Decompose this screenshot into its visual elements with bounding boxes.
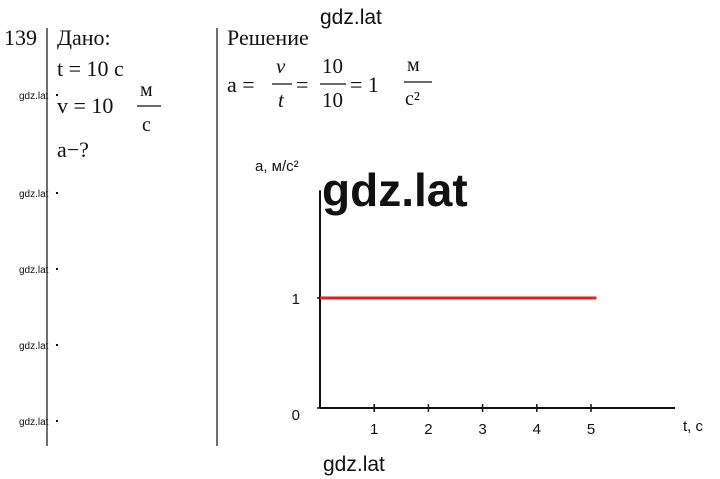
y-tick-label: 1: [292, 291, 300, 308]
formula-eq: =: [296, 72, 308, 97]
problem-number: 139: [4, 25, 37, 50]
watermark-dot: [56, 192, 58, 194]
y-axis-label: a, м/с²: [255, 158, 299, 175]
y-tick-label: 0: [292, 407, 300, 424]
watermark: gdz.lat: [323, 453, 385, 476]
x-tick-label: 1: [370, 421, 378, 438]
watermark-dot: [56, 94, 58, 96]
watermark: gdz.lat: [19, 265, 49, 276]
x-tick-label: 3: [478, 421, 486, 438]
watermark: gdz.lat: [320, 6, 382, 29]
unit-numerator: м: [407, 54, 420, 76]
watermark-dot: [56, 344, 58, 346]
formula-num: v: [276, 54, 286, 78]
watermark: gdz.lat: [19, 417, 49, 428]
unit-numerator: м: [140, 79, 153, 101]
unit-denominator: с: [142, 114, 151, 136]
given-time: t = 10 с: [57, 56, 124, 81]
formula-lhs: a =: [227, 72, 255, 97]
watermark: gdz.lat: [19, 341, 49, 352]
unit-denominator: с²: [405, 88, 420, 110]
formula-den: 10: [322, 88, 343, 112]
solution-title: Решение: [227, 25, 309, 50]
formula-eq: = 1: [350, 72, 379, 97]
watermark-dot: [56, 268, 58, 270]
x-tick-label: 5: [587, 421, 595, 438]
x-axis-label: t, с: [683, 418, 704, 435]
x-tick-label: 4: [533, 421, 541, 438]
watermark: gdz.lat: [19, 91, 49, 102]
formula-den: t: [278, 88, 285, 112]
x-tick-label: 2: [424, 421, 432, 438]
formula-num: 10: [322, 54, 343, 78]
given-title: Дано:: [57, 25, 111, 50]
watermark: gdz.lat: [19, 189, 49, 200]
watermark: gdz.lat: [322, 164, 468, 216]
watermark-dot: [56, 420, 58, 422]
given-find: a−?: [57, 137, 89, 162]
given-speed: v = 10: [57, 93, 113, 118]
